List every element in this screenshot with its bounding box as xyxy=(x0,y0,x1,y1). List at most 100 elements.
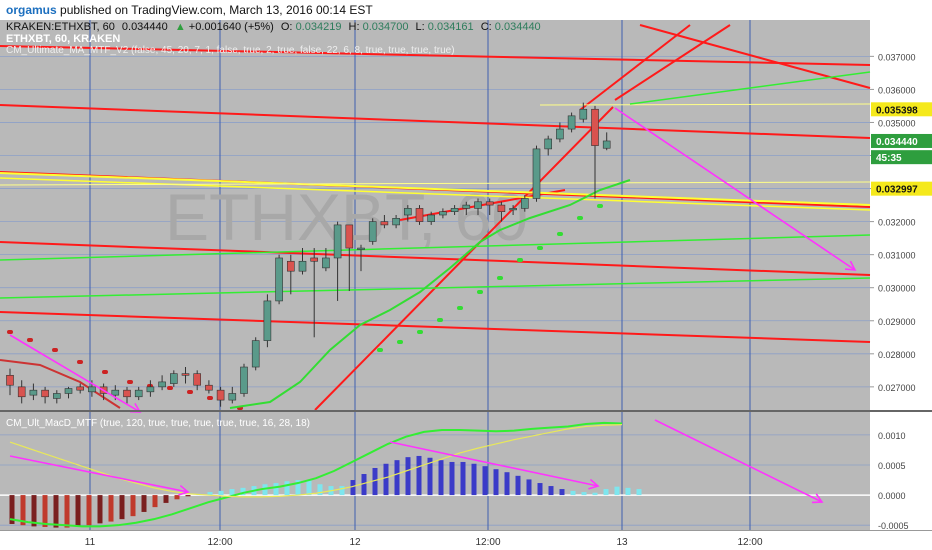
candle-body xyxy=(6,374,14,386)
macd-histogram-bar xyxy=(438,460,444,496)
macd-indicator xyxy=(0,421,870,528)
macd-histogram-bar xyxy=(537,483,543,496)
time-tick-label: 12:00 xyxy=(207,537,232,548)
macd-histogram-bar xyxy=(625,487,631,496)
macd-tick-label: 0.0010 xyxy=(878,431,906,441)
arrowhead-icon xyxy=(588,478,600,490)
macd-histogram-bar xyxy=(427,457,433,496)
candle-body xyxy=(591,108,599,146)
high-value: 0.034700 xyxy=(363,21,409,33)
candle-body xyxy=(123,389,131,398)
green-channel-line xyxy=(0,277,871,299)
macd-histogram-bar xyxy=(64,495,70,528)
macd-histogram-bar xyxy=(394,460,400,496)
time-tick-label: 13 xyxy=(616,537,628,548)
candle-body xyxy=(251,340,260,368)
macd-histogram-bar xyxy=(372,467,378,496)
candle-body xyxy=(357,247,365,250)
price-tick-label: 0.027000 xyxy=(878,383,916,393)
macd-histogram-bar xyxy=(240,487,246,496)
candle-body xyxy=(380,221,389,226)
trend-lines[interactable] xyxy=(0,24,871,411)
price-tick-label: 0.037000 xyxy=(878,52,916,62)
ma-dot xyxy=(127,380,133,384)
publish-header: orgamus published on TradingView.com, Ma… xyxy=(0,0,932,20)
candle-body xyxy=(520,198,529,209)
macd-histogram-bar xyxy=(273,483,279,496)
price-label-text: 0.035398 xyxy=(876,105,918,116)
macd-histogram-bar xyxy=(504,472,510,496)
macd-histogram-bar xyxy=(75,495,81,527)
macd-tick-label: -0.0005 xyxy=(878,521,909,530)
time-axis[interactable]: 11 12:00 12 12:00 13 12:00 xyxy=(0,530,932,550)
candle-body xyxy=(485,201,494,206)
ma-dot xyxy=(457,306,463,310)
ma-dot xyxy=(417,330,423,334)
magenta-arrow-line xyxy=(9,455,189,493)
price-change: +0.001640 (+5%) xyxy=(189,21,274,33)
red-trendline xyxy=(0,311,871,343)
arrowhead-icon xyxy=(811,493,824,504)
candle-body xyxy=(602,140,611,149)
red-trendline xyxy=(314,106,614,411)
macd-histogram-bar xyxy=(97,495,103,524)
author-link[interactable]: orgamus xyxy=(6,3,57,17)
macd-histogram-bar xyxy=(174,495,180,500)
svg-text:KRAKEN:ETHXBT, 60 0.03: KRAKEN:ETHXBT, 60 0.034440 ▲ +0.001640 (… xyxy=(6,21,541,33)
candle-body xyxy=(228,393,237,401)
drawn-arrows[interactable] xyxy=(9,107,857,504)
macd-histogram-bar xyxy=(350,480,356,496)
magenta-arrow-line xyxy=(9,334,141,413)
publish-info: published on TradingView.com, March 13, … xyxy=(60,3,373,17)
candle-body xyxy=(450,208,459,212)
green-channel-line xyxy=(629,71,871,105)
macd-histogram-bar xyxy=(460,461,466,496)
macd-histogram-bar xyxy=(614,486,620,496)
candle-body xyxy=(29,389,38,396)
time-tick-label: 11 xyxy=(85,537,96,548)
macd-histogram-bar xyxy=(295,480,301,496)
price-tick-label: 0.029000 xyxy=(878,317,916,327)
arrowhead-icon xyxy=(178,484,190,496)
macd-histogram-bar xyxy=(9,495,15,524)
ma-dot xyxy=(537,246,543,250)
macd-histogram-bar xyxy=(471,463,477,496)
ma-dot xyxy=(102,370,108,374)
macd-histogram-bar xyxy=(53,495,59,528)
red-trendline xyxy=(614,24,731,101)
candle-body xyxy=(427,214,436,222)
ma-dot xyxy=(77,360,83,364)
macd-histogram-bar xyxy=(152,495,158,508)
candle-body xyxy=(392,218,400,226)
red-trendline xyxy=(0,104,871,139)
macd-histogram-bar xyxy=(559,489,565,496)
candle-body xyxy=(298,260,307,272)
price-tick-label: 0.028000 xyxy=(878,350,916,360)
plot-area[interactable]: ETHXBT, 60 0.0370000.0360000.0350000.034… xyxy=(0,20,932,530)
candle-body xyxy=(567,115,576,130)
macd-histogram-bar xyxy=(570,490,576,496)
candle-body xyxy=(556,128,564,140)
macd-tick-label: 0.0000 xyxy=(878,491,906,501)
macd-histogram-bar xyxy=(581,492,587,496)
candle-body xyxy=(310,257,319,262)
candle-body xyxy=(146,386,155,393)
ma-dot xyxy=(377,348,383,352)
candle-body xyxy=(64,388,73,394)
candle-body xyxy=(134,389,143,398)
macd-histogram-bar xyxy=(86,495,92,526)
macd-histogram-bar xyxy=(526,479,532,496)
candle-body xyxy=(76,386,84,391)
ma-indicator-legend: CM_Ultimate_MA_MTF_V2 (false, 45, 20, 7,… xyxy=(6,45,455,56)
ma-dot xyxy=(27,338,33,342)
macd-histogram-bar xyxy=(108,495,114,522)
candle-body xyxy=(462,204,471,209)
candle-body xyxy=(111,389,120,396)
macd-histogram-bar xyxy=(141,495,147,512)
ma-dot xyxy=(477,290,483,294)
price-tick-label: 0.031000 xyxy=(878,251,916,261)
candle-body xyxy=(52,393,61,399)
macd-histogram-bar xyxy=(218,490,224,496)
time-ticks: 11 12:00 12 12:00 13 12:00 xyxy=(85,537,763,548)
